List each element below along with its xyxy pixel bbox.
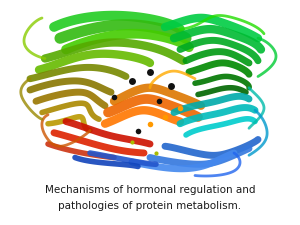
Text: Mechanisms of hormonal regulation and: Mechanisms of hormonal regulation and (45, 185, 255, 195)
Text: pathologies of protein metabolism.: pathologies of protein metabolism. (58, 201, 242, 211)
